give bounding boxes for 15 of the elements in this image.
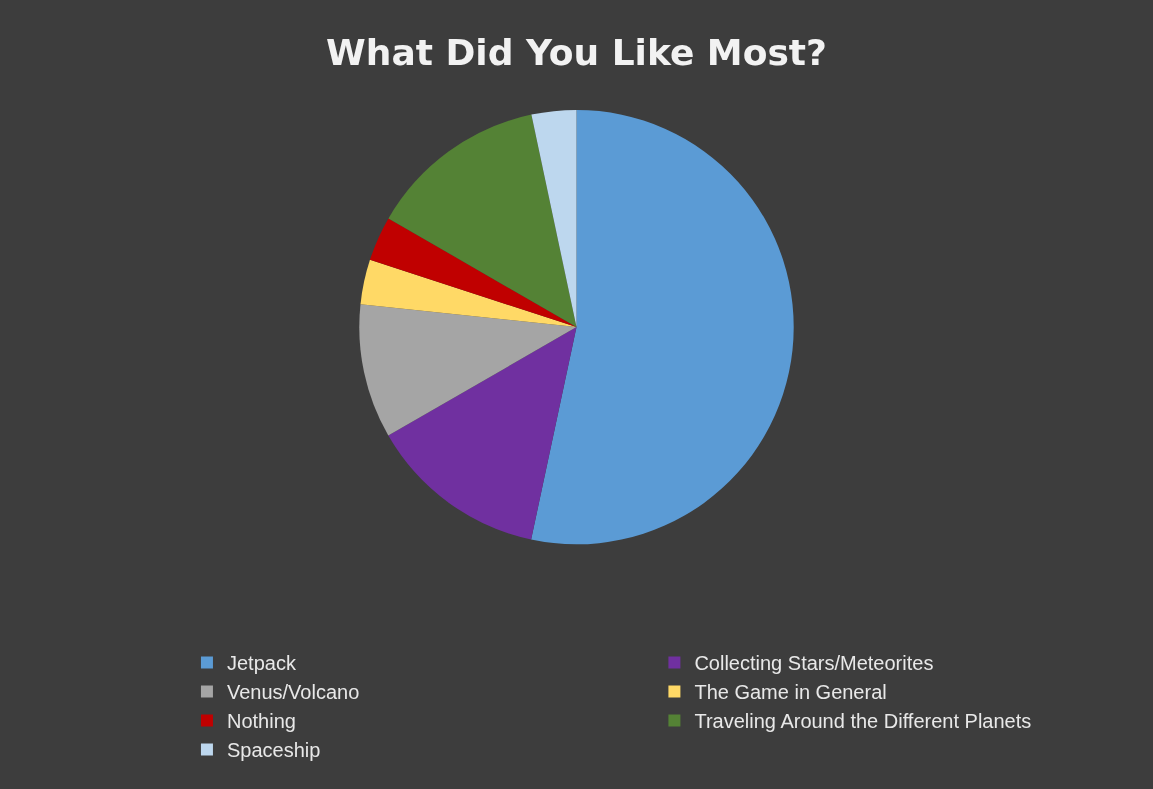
legend-label: Collecting Stars/Meteorites (694, 652, 934, 675)
legend-label: Nothing (226, 710, 296, 733)
legend-label: Traveling Around the Different Planets (694, 710, 1032, 733)
pie-slice (360, 259, 577, 328)
legend-label: Jetpack (226, 652, 297, 675)
legend-label: The Game in General (694, 681, 887, 704)
pie-slice (359, 304, 577, 436)
pie-slice (531, 109, 794, 545)
pie-slice (388, 114, 577, 328)
chart-title: What Did You Like Most? (326, 31, 827, 73)
pie-slice (388, 327, 577, 540)
legend-label: Spaceship (226, 739, 321, 762)
pie-slice (369, 218, 577, 328)
pie-slice (531, 109, 577, 328)
legend-label: Venus/Volcano (226, 681, 360, 704)
